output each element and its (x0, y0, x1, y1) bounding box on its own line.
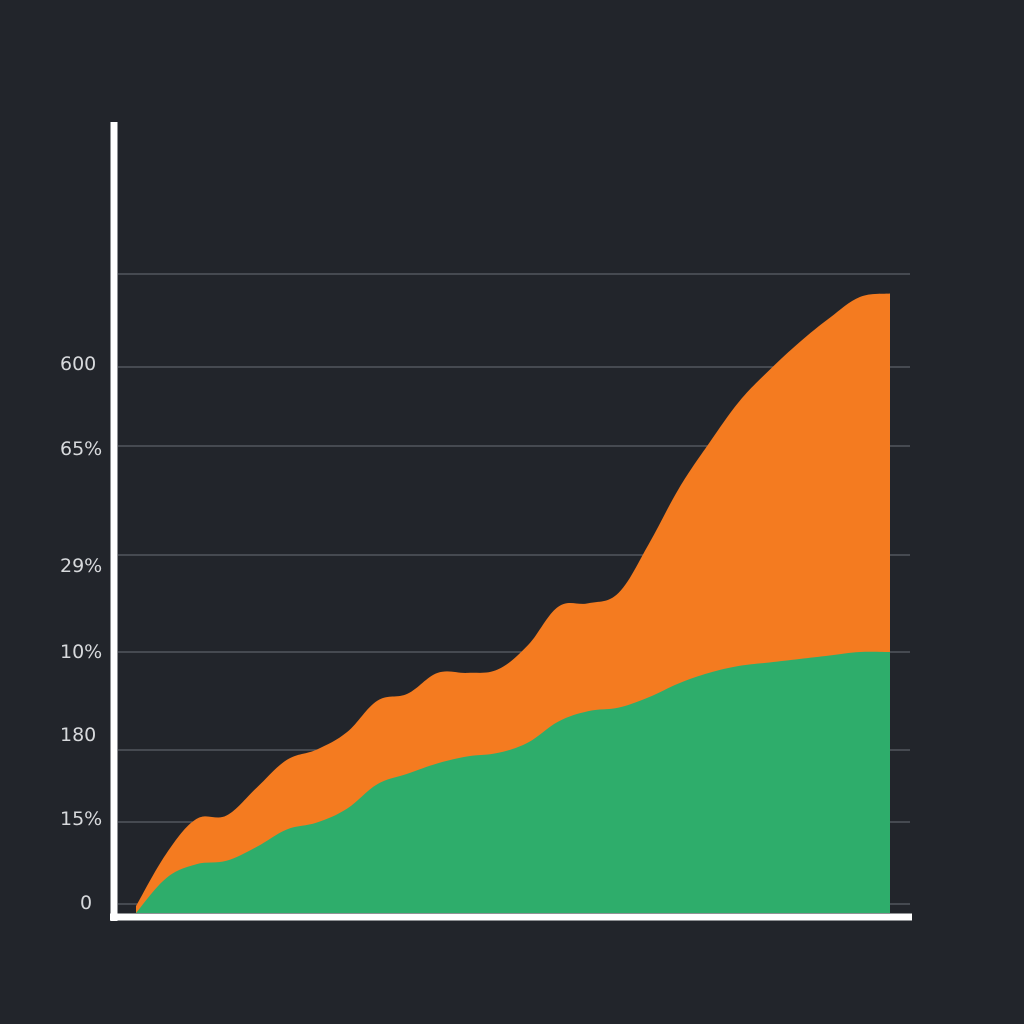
y-tick-label: 15% (60, 808, 102, 830)
axes (110, 122, 912, 921)
series-areas (136, 293, 890, 913)
y-tick-label: 0 (80, 892, 92, 914)
series-area-bottom (136, 651, 890, 913)
y-tick-label: 10% (60, 641, 102, 663)
y-tick-label: 29% (60, 555, 102, 577)
y-tick-label: 65% (60, 438, 102, 460)
y-tick-labels: 0 15% 180 10% 29% 65% 600 (60, 353, 102, 914)
y-tick-label: 600 (60, 353, 96, 375)
y-tick-label: 180 (60, 724, 96, 746)
